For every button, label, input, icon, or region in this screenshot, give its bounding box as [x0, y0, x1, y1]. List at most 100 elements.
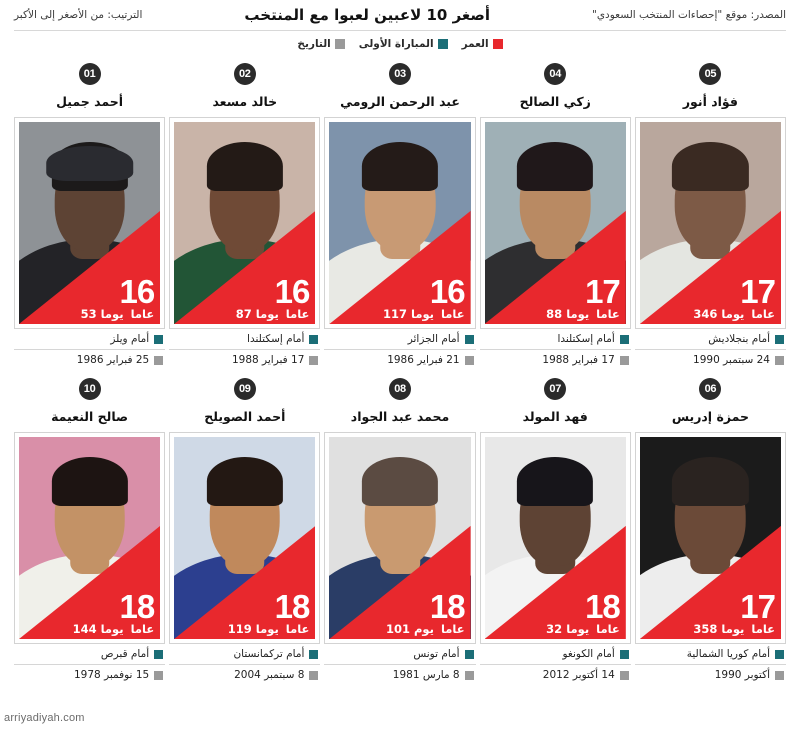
date-swatch: [309, 670, 319, 680]
first-match-row: أمام الكونغو: [480, 644, 631, 664]
player-photo-frame: 18 عاما يوما 119: [169, 432, 321, 644]
first-match-swatch: [309, 334, 319, 344]
player-name: خالد مسعد: [212, 94, 278, 109]
rank-badge: 01: [78, 63, 101, 85]
first-match-opponent: أمام تركمانستان: [233, 648, 305, 660]
first-match-swatch: [464, 334, 474, 344]
date-row: 21 فبراير 1986: [324, 349, 476, 370]
player-photo: 16 عاما يوما 87: [174, 122, 316, 324]
player-photo: 16 عاما يوما 53: [18, 122, 161, 324]
first-match-swatch: [619, 334, 629, 344]
first-match-date: 17 فبراير 1988: [231, 354, 305, 366]
date-row: 8 مارس 1981: [324, 664, 476, 685]
photo-hair: [361, 457, 439, 506]
player-card[interactable]: 10 صالح النعيمة 18 عاما يوما 144 أمام قبرص 15 …: [13, 372, 166, 685]
date-row: 14 أكتوبر 2012: [479, 664, 631, 685]
player-card[interactable]: 04 زكي الصالح 17 عاما يوما 88 أمام إسكتلندا 17…: [479, 57, 631, 370]
first-match-swatch: [775, 334, 784, 344]
photo-hair: [51, 457, 128, 506]
first-match-row: أمام قبرص: [14, 644, 165, 664]
photo-hair: [672, 142, 749, 191]
player-photo-frame: 18 عاما يوما 144: [13, 432, 166, 644]
rank-badge: 05: [699, 63, 722, 85]
player-photo-frame: 16 عاما يوما 87: [169, 117, 321, 329]
cards-grid: 05 فؤاد أنور 17 عاما يوما 346 أمام بنجلاديش 24…: [0, 57, 800, 685]
player-photo: 17 عاما يوما 88: [484, 122, 626, 324]
player-photo: 16 عاما يوما 117: [329, 122, 471, 324]
first-match-row: أمام ويلز: [14, 329, 165, 349]
player-photo-frame: 18 عاما يوم 101: [324, 432, 476, 644]
first-match-swatch: [154, 649, 164, 659]
photo-hair: [361, 142, 439, 191]
first-match-row: أمام إسكتلندا: [480, 329, 631, 349]
player-photo: 18 عاما يوما 119: [174, 437, 316, 639]
first-match-date: 21 فبراير 1986: [387, 354, 460, 366]
rank-badge: 10: [78, 378, 101, 400]
player-photo-frame: 17 عاما يوما 346: [634, 117, 786, 329]
player-card[interactable]: 08 محمد عبد الجواد 18 عاما يوم 101 أمام تونس 8…: [324, 372, 476, 685]
photo-hair: [206, 142, 283, 191]
player-card[interactable]: 07 فهد المولد 18 عاما يوما 32 أمام الكونغو 14 …: [479, 372, 631, 685]
first-match-date: أكتوبر 1990: [714, 669, 770, 681]
page-header: المصدر: موقع "إحصاءات المنتخب السعودي" أ…: [0, 0, 800, 30]
page-title: أصغر 10 لاعبين لعبوا مع المنتخب: [244, 6, 491, 24]
rank-badge: 03: [389, 63, 411, 85]
player-name: أحمد الصويلح: [204, 409, 286, 424]
date-swatch: [154, 355, 164, 365]
player-card[interactable]: 03 عبد الرحمن الرومي 16 عاما يوما 117 أمام ال…: [324, 57, 476, 370]
date-row: 15 نوفمبر 1978: [13, 664, 166, 685]
legend-swatch-age: [492, 39, 503, 49]
date-swatch: [619, 670, 629, 680]
date-swatch: [775, 355, 784, 365]
legend-label: العمر: [461, 38, 489, 50]
date-swatch: [775, 670, 784, 680]
rank-badge: 06: [699, 378, 722, 400]
first-match-opponent: أمام ويلز: [110, 333, 150, 345]
date-row: 17 فبراير 1988: [479, 349, 631, 370]
player-card[interactable]: 01 أحمد جميل 16 عاما يوما 53 أمام ويلز 25 فبرا…: [13, 57, 166, 370]
player-photo: 18 عاما يوما 144: [18, 437, 161, 639]
player-name: صالح النعيمة: [51, 409, 129, 424]
first-match-opponent: أمام بنجلاديش: [708, 333, 770, 345]
card-row-2: 06 حمزة إدريس 17 عاما يوما 358 أمام كوريا الش…: [0, 372, 800, 685]
first-match-date: 25 فبراير 1986: [76, 354, 150, 366]
legend: العمر المباراة الأولى التاريخ: [0, 31, 800, 57]
date-row: 25 فبراير 1986: [13, 349, 166, 370]
player-card[interactable]: 05 فؤاد أنور 17 عاما يوما 346 أمام بنجلاديش 24…: [634, 57, 786, 370]
legend-item-date: التاريخ: [297, 38, 345, 50]
watermark: arriyadiyah.com: [4, 712, 85, 724]
player-name: فهد المولد: [522, 409, 588, 424]
date-swatch: [309, 355, 319, 365]
date-swatch: [464, 670, 474, 680]
rank-badge: 04: [544, 63, 567, 85]
first-match-date: 8 مارس 1981: [392, 669, 460, 681]
first-match-opponent: أمام كوريا الشمالية: [686, 648, 770, 660]
first-match-row: أمام إسكتلندا: [169, 329, 320, 349]
legend-swatch-first_match: [437, 39, 448, 49]
first-match-swatch: [309, 649, 319, 659]
player-card[interactable]: 09 أحمد الصويلح 18 عاما يوما 119 أمام تركمانس…: [169, 372, 321, 685]
first-match-date: 15 نوفمبر 1978: [74, 669, 150, 681]
player-name: فؤاد أنور: [682, 94, 738, 109]
order-note: الترتيب: من الأصغر إلى الأكبر: [14, 9, 143, 21]
player-name: زكي الصالح: [519, 94, 591, 109]
date-row: 8 سبتمبر 2004: [169, 664, 321, 685]
player-photo-frame: 18 عاما يوما 32: [479, 432, 631, 644]
date-row: 24 سبتمبر 1990: [634, 349, 786, 370]
photo-hair: [517, 142, 594, 191]
date-swatch: [619, 355, 629, 365]
first-match-row: أمام بنجلاديش: [635, 329, 786, 349]
date-swatch: [154, 670, 164, 680]
photo-cap: [45, 146, 134, 181]
first-match-opponent: أمام إسكتلندا: [557, 333, 615, 345]
player-card[interactable]: 02 خالد مسعد 16 عاما يوما 87 أمام إسكتلندا 17 …: [169, 57, 321, 370]
date-row: أكتوبر 1990: [634, 664, 786, 685]
legend-swatch-date: [334, 39, 345, 49]
first-match-row: أمام كوريا الشمالية: [635, 644, 786, 664]
first-match-date: 24 سبتمبر 1990: [693, 354, 770, 366]
rank-badge: 09: [233, 378, 256, 400]
player-card[interactable]: 06 حمزة إدريس 17 عاما يوما 358 أمام كوريا الش…: [634, 372, 786, 685]
first-match-opponent: أمام الجزائر: [407, 333, 460, 345]
legend-item-age: العمر: [462, 38, 503, 50]
